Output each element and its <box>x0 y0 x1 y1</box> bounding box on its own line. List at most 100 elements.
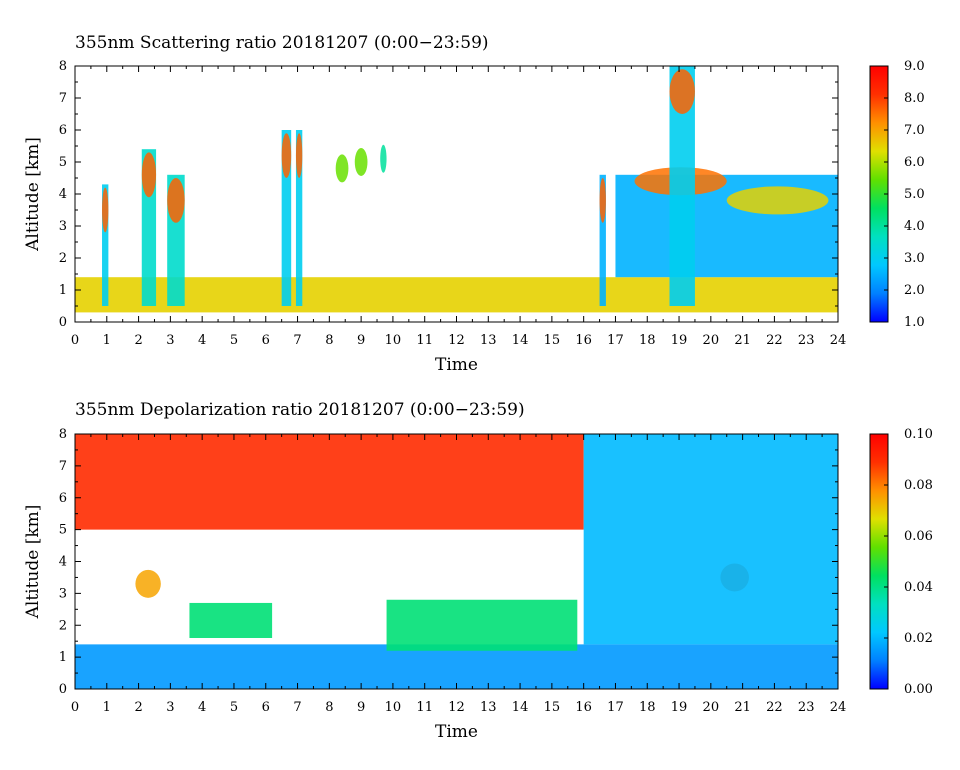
data-column <box>281 130 292 306</box>
x-tick-label: 0 <box>71 333 79 348</box>
data-column-core <box>669 69 695 114</box>
x-tick-label: 23 <box>798 333 815 348</box>
y-tick-label: 2 <box>59 618 67 633</box>
panel-2: 355nm Depolarization ratio 20181207 (0:0… <box>23 400 933 742</box>
x-tick-label: 20 <box>703 700 720 715</box>
data-block <box>189 602 273 638</box>
data-block <box>583 434 838 645</box>
colorbar-tick-label: 0.04 <box>904 580 933 595</box>
x-tick-label: 3 <box>166 333 174 348</box>
data-cloud <box>726 186 829 215</box>
plot-area <box>75 66 838 313</box>
colorbar-tick-label: 8.0 <box>904 91 925 106</box>
y-tick-label: 6 <box>59 491 67 506</box>
x-tick-label: 20 <box>703 333 720 348</box>
x-tick-label: 7 <box>293 700 301 715</box>
x-tick-label: 15 <box>544 700 561 715</box>
x-tick-label: 3 <box>166 700 174 715</box>
x-tick-label: 8 <box>325 333 333 348</box>
colorbar-tick-label: 0.06 <box>904 529 933 544</box>
x-tick-label: 13 <box>480 700 497 715</box>
y-tick-label: 4 <box>59 187 67 202</box>
x-tick-label: 4 <box>198 700 206 715</box>
x-tick-label: 11 <box>416 333 433 348</box>
y-tick-label: 2 <box>59 251 67 266</box>
data-cloud <box>135 569 161 598</box>
x-tick-label: 10 <box>385 333 402 348</box>
y-tick-label: 1 <box>59 283 67 298</box>
data-block <box>75 434 584 530</box>
x-tick-label: 10 <box>385 700 402 715</box>
x-tick-label: 4 <box>198 333 206 348</box>
x-tick-label: 21 <box>734 333 751 348</box>
colorbar-tick-label: 7.0 <box>904 123 925 138</box>
x-tick-label: 16 <box>575 700 592 715</box>
x-tick-label: 1 <box>103 333 111 348</box>
data-column <box>102 184 109 306</box>
x-tick-label: 13 <box>480 333 497 348</box>
colorbar-tick-label: 0.00 <box>904 682 933 697</box>
data-column-core <box>281 133 292 179</box>
x-tick-label: 14 <box>512 333 529 348</box>
y-tick-label: 3 <box>59 219 67 234</box>
data-cloud <box>354 148 368 176</box>
colorbar-tick-label: 3.0 <box>904 251 925 266</box>
x-tick-label: 22 <box>766 700 783 715</box>
y-tick-label: 5 <box>59 523 67 538</box>
panel-1: 355nm Scattering ratio 20181207 (0:00−23… <box>23 33 925 375</box>
colorbar-tick-label: 5.0 <box>904 187 925 202</box>
y-tick-label: 8 <box>59 59 67 74</box>
x-tick-label: 9 <box>357 333 365 348</box>
x-tick-label: 24 <box>830 333 847 348</box>
data-column-core <box>599 178 606 223</box>
x-tick-label: 9 <box>357 700 365 715</box>
x-tick-label: 12 <box>448 700 465 715</box>
chart-title: 355nm Depolarization ratio 20181207 (0:0… <box>75 400 525 420</box>
y-tick-label: 6 <box>59 123 67 138</box>
x-axis-label: Time <box>435 722 478 742</box>
x-tick-label: 6 <box>262 700 270 715</box>
y-tick-label: 5 <box>59 155 67 170</box>
y-tick-label: 8 <box>59 427 67 442</box>
colorbar-tick-label: 6.0 <box>904 155 925 170</box>
data-column-core <box>167 178 185 223</box>
data-layer <box>75 644 838 689</box>
colorbar-tick-label: 1.0 <box>904 315 925 330</box>
x-tick-label: 18 <box>639 333 656 348</box>
data-cloud <box>380 144 387 173</box>
y-tick-label: 7 <box>59 91 67 106</box>
y-axis-label: Altitude [km] <box>23 137 43 252</box>
x-tick-label: 6 <box>262 333 270 348</box>
x-tick-label: 1 <box>103 700 111 715</box>
data-column-core <box>141 152 157 198</box>
data-column-core <box>102 187 109 233</box>
x-tick-label: 7 <box>293 333 301 348</box>
colorbar-tick-label: 9.0 <box>904 59 925 74</box>
colorbar-tick-label: 0.10 <box>904 427 933 442</box>
y-tick-label: 0 <box>59 315 67 330</box>
colorbar-tick-label: 4.0 <box>904 219 925 234</box>
x-tick-label: 19 <box>671 333 688 348</box>
x-tick-label: 21 <box>734 700 751 715</box>
data-block <box>386 599 578 651</box>
x-tick-label: 8 <box>325 700 333 715</box>
colorbar-tick-label: 0.08 <box>904 478 933 493</box>
x-tick-label: 11 <box>416 700 433 715</box>
x-tick-label: 2 <box>134 333 142 348</box>
x-tick-label: 5 <box>230 700 238 715</box>
x-tick-label: 17 <box>607 333 624 348</box>
plot-area <box>75 434 838 689</box>
x-tick-label: 12 <box>448 333 465 348</box>
x-tick-label: 16 <box>575 333 592 348</box>
x-tick-label: 24 <box>830 700 847 715</box>
x-tick-label: 2 <box>134 700 142 715</box>
x-tick-label: 17 <box>607 700 624 715</box>
x-tick-label: 23 <box>798 700 815 715</box>
x-tick-label: 0 <box>71 700 79 715</box>
y-tick-label: 7 <box>59 459 67 474</box>
y-tick-label: 3 <box>59 586 67 601</box>
x-tick-label: 19 <box>671 700 688 715</box>
chart-title: 355nm Scattering ratio 20181207 (0:00−23… <box>75 33 489 53</box>
data-column-core <box>295 133 303 179</box>
